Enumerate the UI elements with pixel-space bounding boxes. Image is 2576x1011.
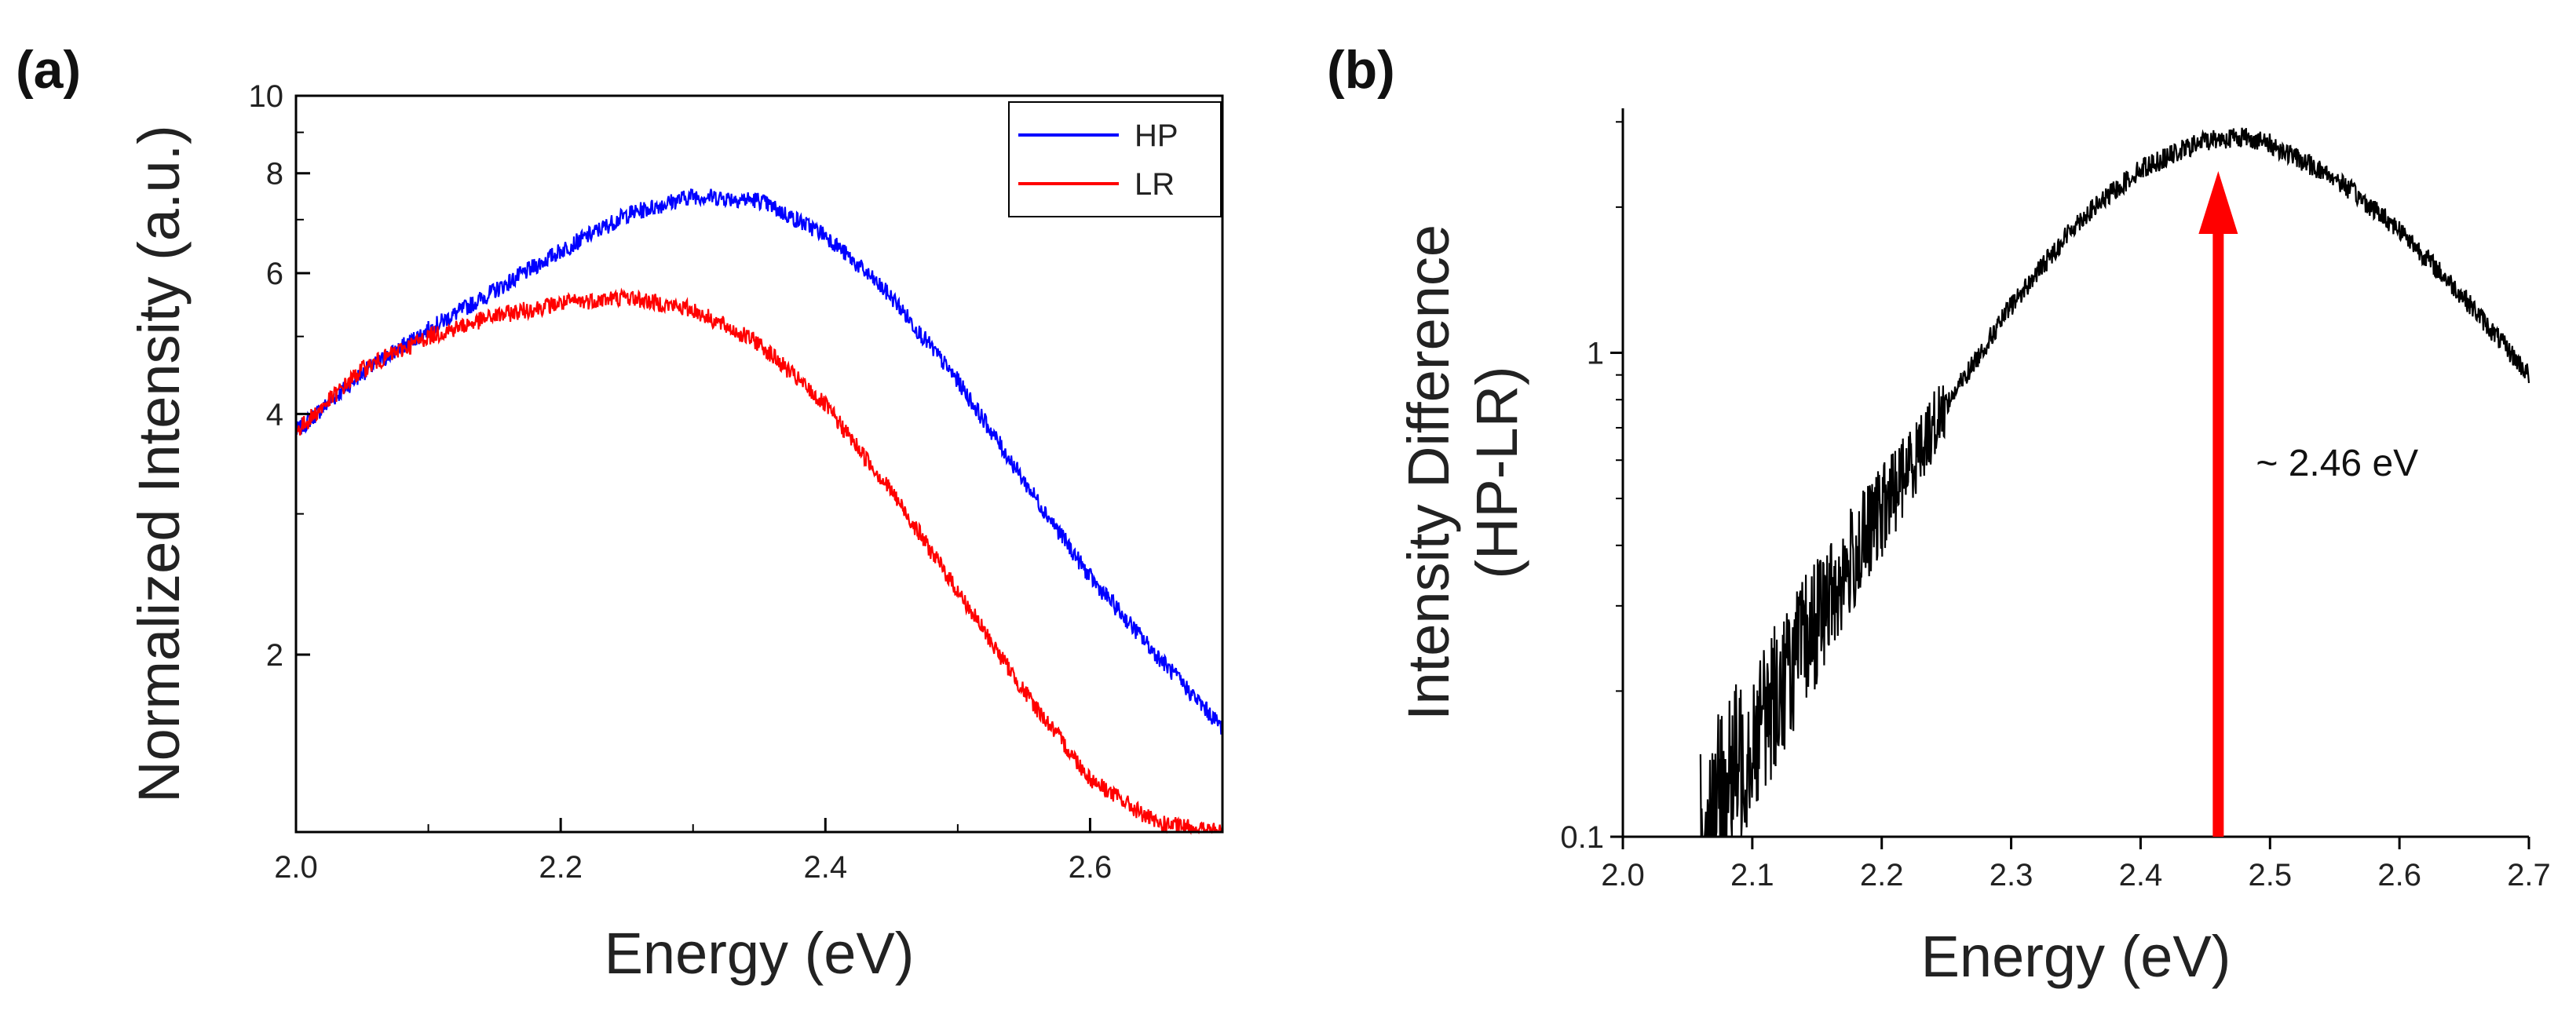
panel-a-x-axis-title: Energy (eV) [605,921,915,986]
y-tick-label-6: 6 [266,257,283,291]
legend-label-lr: LR [1135,167,1175,202]
panel-a-y-axis-title: Normalized Intensity (a.u.) [126,125,192,803]
x-tick-label-2-4: 2.4 [803,850,847,885]
x-tick-label-2-7: 2.7 [2507,858,2551,892]
x-tick-label-2-1: 2.1 [1730,858,1774,892]
x-tick-label-2: 2.0 [274,850,318,885]
panel-b-ticks: 2.0 2.1 2.2 2.3 2.4 2.5 2.6 2.7 0.1 1 [1560,121,2551,892]
series-lr-line [294,287,1223,835]
y-tick-label-10: 10 [249,79,284,114]
panel-b-y-axis-title-line-1: Intensity Difference [1396,224,1461,721]
peak-annotation: ~ 2.46 eV [2256,443,2418,484]
x-tick-label-2-2: 2.2 [539,850,583,885]
peak-arrow-head [2198,171,2238,234]
x-tick-label-2-3: 2.3 [1990,858,2033,892]
x-tick-label-2-5: 2.5 [2248,858,2292,892]
y-tick-label-1: 1 [1587,336,1604,370]
panel-a-legend-box [1008,101,1222,217]
panel-b: (b) 2.0 2.1 2.2 2.3 2.4 2.5 2.6 2.7 0.1 1 Energy … [1327,40,2551,989]
y-tick-label-8: 8 [266,157,283,192]
series-hp-line [294,188,1224,735]
x-tick-label-2-6: 2.6 [1069,850,1113,885]
x-tick-label-2-6: 2.6 [2377,858,2421,892]
panel-b-x-axis-title: Energy (eV) [1921,924,2231,989]
peak-arrow-shaft [2212,228,2224,837]
y-tick-label-2: 2 [266,638,283,673]
legend-label-hp: HP [1135,119,1178,153]
x-tick-label-2-2: 2.2 [1860,858,1904,892]
panel-b-label: (b) [1327,40,1395,100]
x-tick-label-2: 2.0 [1601,858,1645,892]
series-0-line [1699,127,2530,838]
panel-a-series-group [294,188,1224,835]
panel-a-ticks: 2.0 2.2 2.4 2.6 2 4 6 8 10 [249,79,1113,885]
y-tick-label-4: 4 [266,397,283,432]
panel-a-label: (a) [16,40,81,100]
panel-a-frame [294,94,1224,834]
panel-a-legend: HP LR [1008,101,1222,217]
x-tick-label-2-4: 2.4 [2119,858,2163,892]
y-tick-label-0-1: 0.1 [1560,820,1604,855]
panel-b-series-group [1699,127,2530,838]
panel-b-y-axis-title-line-2: (HP-LR) [1464,366,1529,578]
peak-arrow [2198,171,2238,837]
panel-a: (a) 2.0 2.2 2.4 2.6 2 4 6 8 10 Energy (eV) Norma… [16,40,1224,986]
